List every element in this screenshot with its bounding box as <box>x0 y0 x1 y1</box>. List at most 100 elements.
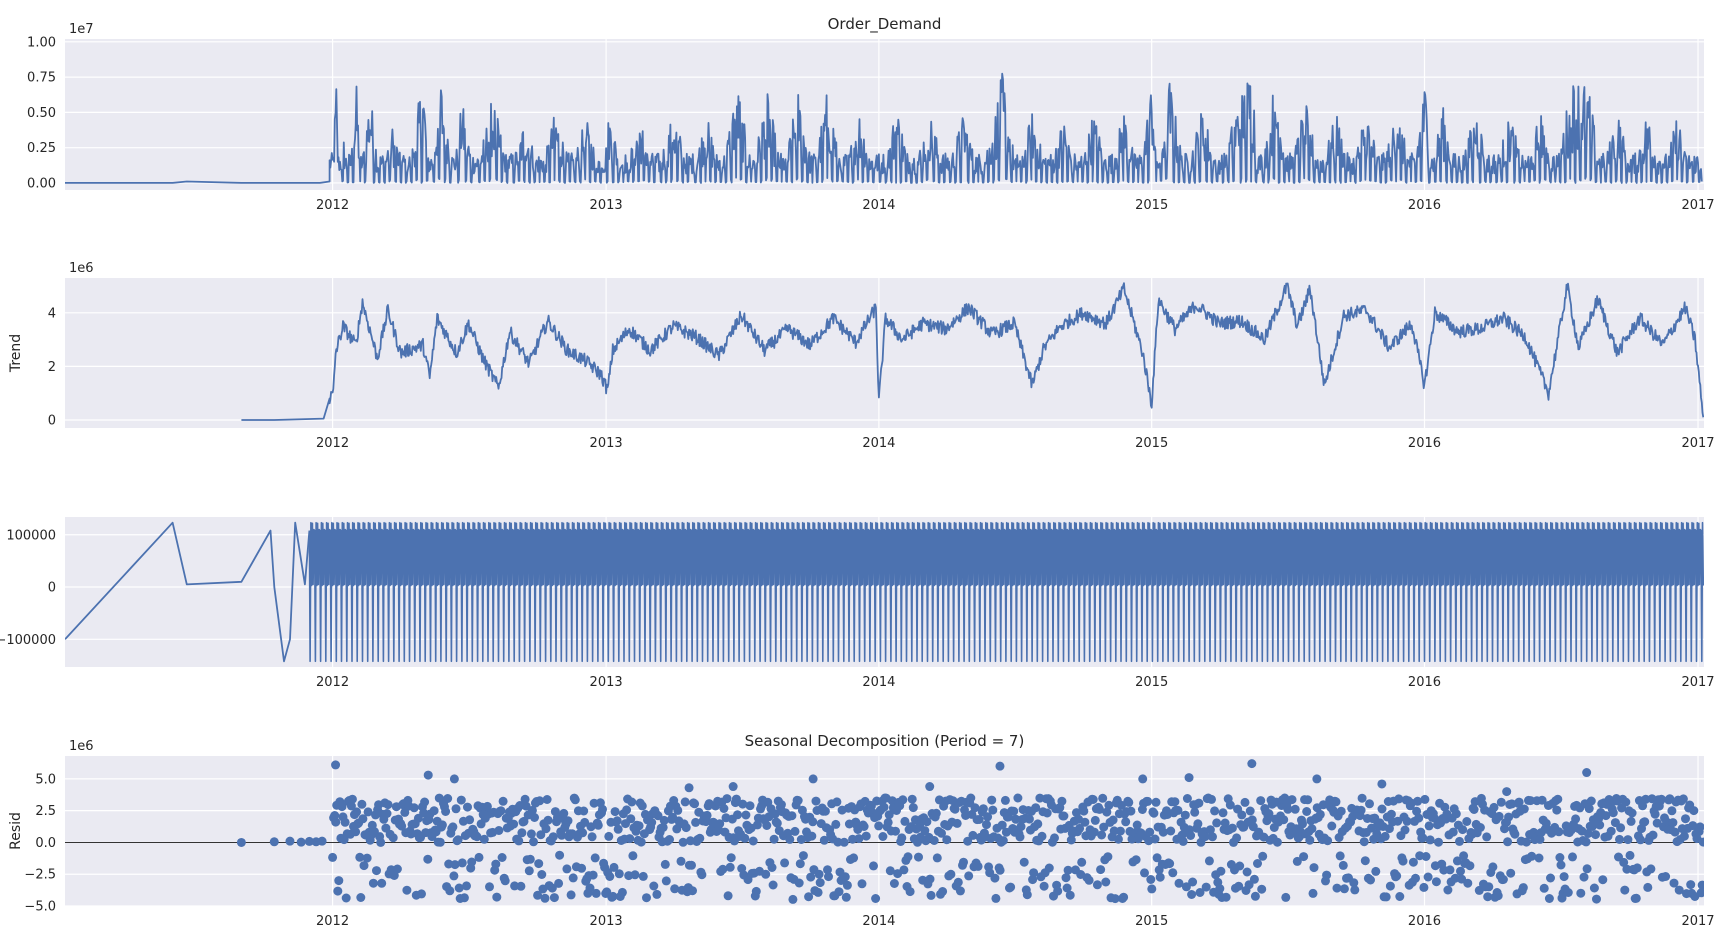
residual-point <box>1534 853 1544 863</box>
residual-point <box>772 818 782 828</box>
residual-point <box>1625 850 1635 860</box>
residual-point <box>467 857 477 867</box>
plot-marks <box>241 282 1704 421</box>
residual-point <box>1503 837 1513 847</box>
residual-point <box>1155 872 1165 882</box>
residual-point <box>355 852 365 862</box>
residual-point <box>542 795 552 804</box>
residual-point <box>1571 814 1581 824</box>
residual-point <box>437 820 447 830</box>
residual-point <box>795 859 805 869</box>
residual-point <box>1336 806 1346 816</box>
residual-point <box>1668 818 1678 828</box>
residual-point <box>448 822 458 832</box>
x-tick-label: 2017 <box>1681 675 1714 690</box>
residual-point <box>1601 811 1611 821</box>
residual-point <box>925 782 935 792</box>
residual-point <box>741 810 751 820</box>
residual-point <box>409 803 419 813</box>
residual-point <box>1434 837 1443 847</box>
residual-point <box>1247 815 1257 825</box>
residual-point <box>516 881 526 891</box>
residual-point <box>1225 800 1235 810</box>
residual-point <box>609 862 619 872</box>
residual-point <box>1110 894 1120 904</box>
residual-point <box>1650 809 1660 819</box>
residual-point <box>541 824 551 834</box>
residual-point <box>497 853 507 862</box>
residual-point <box>1143 796 1153 806</box>
order-demand-panel: 2012 2013 2014 2015 2016 2017 0.00 0.25 0.50 0.75… <box>27 15 1715 213</box>
residual-point <box>1188 877 1198 887</box>
residual-point <box>579 806 589 816</box>
residual-point <box>658 822 668 832</box>
residual-point <box>1113 834 1123 844</box>
residual-point <box>356 893 366 902</box>
residual-point <box>1568 852 1577 862</box>
residual-point <box>1215 884 1225 894</box>
residual-point <box>780 858 790 868</box>
residual-point <box>598 804 607 814</box>
residual-point <box>932 853 942 863</box>
residual-point <box>590 853 600 863</box>
residual-point <box>1463 878 1473 888</box>
residual-point <box>1208 832 1217 842</box>
residual-point <box>1681 814 1690 824</box>
residual-point <box>591 888 601 898</box>
residual-point <box>1686 880 1696 890</box>
y-tick-label: 0.00 <box>27 176 56 191</box>
residual-point <box>1412 806 1422 816</box>
residual-point <box>1386 809 1396 819</box>
residual-point <box>1608 808 1618 818</box>
residual-point <box>1465 861 1475 871</box>
residual-point <box>1272 837 1282 847</box>
residual-point <box>1173 805 1183 815</box>
residual-point <box>1661 872 1671 881</box>
residual-point <box>334 876 344 886</box>
residual-point <box>388 833 398 843</box>
residual-point <box>1302 807 1312 816</box>
residual-point <box>695 833 705 843</box>
residual-point <box>449 871 459 881</box>
residual-point <box>1037 831 1047 841</box>
residual-point <box>874 821 884 831</box>
residual-point <box>1443 885 1453 895</box>
residual-point <box>687 860 696 870</box>
residual-point <box>718 864 728 874</box>
residual-point <box>456 795 466 805</box>
residual-point <box>1232 833 1242 843</box>
residual-point <box>1587 822 1597 831</box>
residual-point <box>1359 837 1369 847</box>
residual-point <box>1309 863 1319 873</box>
residual-point <box>752 820 762 830</box>
residual-point <box>1488 862 1498 872</box>
residual-point <box>1429 813 1439 823</box>
residual-point <box>359 861 369 871</box>
residual-point <box>1458 825 1468 835</box>
residual-point <box>899 865 909 875</box>
residual-point <box>557 830 567 840</box>
residual-point <box>959 857 968 867</box>
residual-point <box>1365 799 1374 809</box>
residual-point <box>462 881 471 891</box>
residual-point <box>613 824 623 834</box>
residual-point <box>1667 806 1677 816</box>
residual-point <box>496 806 506 816</box>
residual-point <box>968 830 978 840</box>
residual-point <box>1279 815 1289 825</box>
residual-point <box>382 809 392 818</box>
residual-point <box>1308 888 1318 898</box>
residual-point <box>849 853 859 863</box>
residual-point <box>1582 864 1592 874</box>
residual-point <box>459 893 469 903</box>
residual-point <box>1381 892 1391 902</box>
residual-point <box>1669 878 1679 888</box>
residual-point <box>889 879 899 888</box>
y-tick-label: 2.5 <box>35 804 56 819</box>
residual-point <box>1521 837 1531 847</box>
residual-point <box>1121 817 1131 827</box>
residual-point <box>479 834 489 844</box>
residual-point <box>1475 823 1485 832</box>
residual-point <box>1398 856 1408 866</box>
residual-point <box>1089 827 1099 837</box>
